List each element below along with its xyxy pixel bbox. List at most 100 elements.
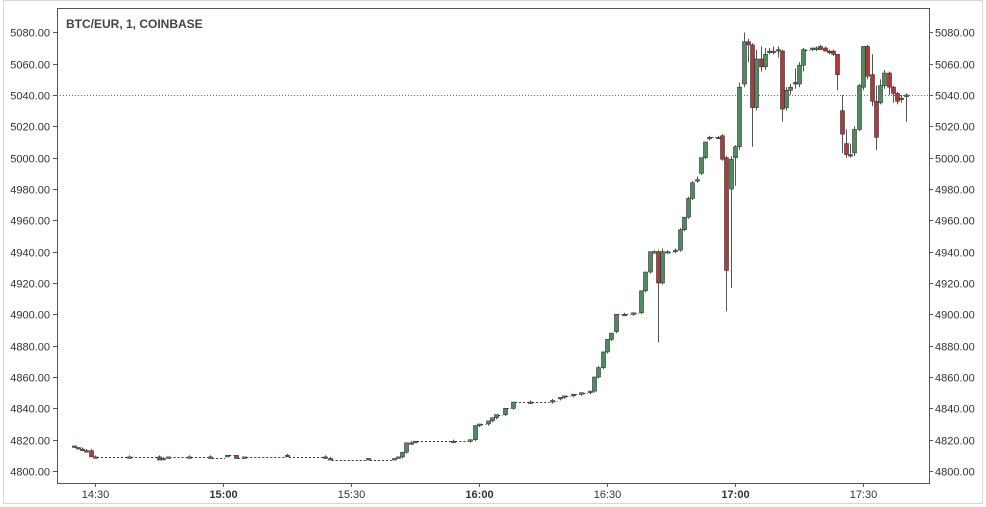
candle[interactable] — [776, 46, 781, 58]
candle[interactable] — [76, 447, 81, 450]
candle[interactable] — [861, 46, 866, 91]
candle[interactable] — [678, 228, 683, 252]
candle[interactable] — [648, 251, 653, 274]
candle[interactable] — [242, 456, 247, 459]
candle[interactable] — [468, 439, 473, 443]
candle[interactable] — [882, 69, 887, 89]
candle[interactable] — [870, 54, 875, 106]
candle[interactable] — [695, 176, 700, 183]
candle[interactable] — [366, 458, 371, 461]
candle[interactable] — [392, 458, 397, 461]
candle[interactable] — [127, 455, 132, 459]
candle[interactable] — [874, 85, 879, 150]
candle[interactable] — [72, 445, 77, 448]
candle[interactable] — [682, 216, 687, 232]
candle[interactable] — [631, 312, 636, 316]
candle[interactable] — [592, 376, 597, 393]
candle[interactable] — [673, 248, 678, 254]
candle[interactable] — [473, 425, 478, 442]
candle[interactable] — [409, 441, 414, 445]
candle[interactable] — [503, 408, 508, 417]
candle[interactable] — [614, 314, 619, 334]
candle[interactable] — [234, 455, 239, 459]
candle[interactable] — [477, 423, 482, 428]
candle[interactable] — [801, 48, 806, 72]
candle[interactable] — [823, 46, 828, 52]
candle[interactable] — [742, 32, 747, 88]
candle[interactable] — [285, 453, 290, 458]
candle[interactable] — [588, 390, 593, 395]
candle[interactable] — [643, 271, 648, 293]
candle[interactable] — [835, 53, 840, 91]
candle[interactable] — [754, 49, 759, 111]
candle[interactable] — [639, 290, 644, 315]
candle[interactable] — [80, 447, 85, 451]
candle[interactable] — [878, 79, 883, 105]
candle[interactable] — [763, 48, 768, 70]
candle[interactable] — [818, 44, 823, 50]
candle[interactable] — [771, 46, 776, 55]
candle[interactable] — [550, 398, 555, 404]
candle[interactable] — [562, 395, 567, 399]
candle[interactable] — [579, 392, 584, 396]
candle[interactable] — [400, 451, 405, 459]
candle[interactable] — [865, 44, 870, 80]
candle[interactable] — [660, 248, 665, 285]
candle[interactable] — [208, 455, 213, 459]
candle[interactable] — [780, 49, 785, 122]
candle[interactable] — [891, 85, 896, 103]
candle[interactable] — [707, 135, 712, 141]
candle[interactable] — [84, 449, 89, 453]
candle[interactable] — [840, 95, 845, 153]
candle[interactable] — [494, 414, 499, 420]
candle[interactable] — [558, 397, 563, 401]
candle[interactable] — [699, 157, 704, 175]
candle[interactable] — [844, 129, 849, 158]
candle[interactable] — [490, 417, 495, 423]
candle[interactable] — [887, 71, 892, 96]
candle[interactable] — [690, 181, 695, 200]
candle[interactable] — [609, 332, 614, 341]
candle[interactable] — [225, 455, 230, 458]
candle[interactable] — [511, 401, 516, 410]
candle[interactable] — [571, 393, 576, 398]
candle[interactable] — [396, 456, 401, 459]
candle[interactable] — [848, 143, 853, 158]
candle[interactable] — [788, 84, 793, 96]
candle[interactable] — [89, 449, 94, 458]
candle[interactable] — [720, 134, 725, 161]
candle[interactable] — [899, 95, 904, 103]
candle[interactable] — [831, 49, 836, 56]
candle[interactable] — [703, 141, 708, 160]
candle[interactable] — [724, 156, 729, 312]
candle[interactable] — [733, 145, 738, 186]
candle[interactable] — [328, 456, 333, 461]
candle[interactable] — [622, 312, 627, 317]
candle[interactable] — [729, 156, 734, 288]
candle[interactable] — [187, 455, 192, 459]
candle[interactable] — [323, 455, 328, 459]
candle[interactable] — [737, 82, 742, 150]
candle[interactable] — [605, 339, 610, 354]
candle[interactable] — [404, 442, 409, 454]
candle[interactable] — [686, 196, 691, 219]
candles-group[interactable] — [72, 32, 909, 461]
candle[interactable] — [451, 439, 456, 444]
candle[interactable] — [784, 87, 789, 111]
candle[interactable] — [601, 351, 606, 370]
candle[interactable] — [852, 126, 857, 157]
candle[interactable] — [93, 455, 98, 459]
candle[interactable] — [166, 456, 171, 459]
candle[interactable] — [797, 62, 802, 88]
candle[interactable] — [486, 420, 491, 426]
candle[interactable] — [596, 366, 601, 379]
candle[interactable] — [665, 250, 670, 254]
candle[interactable] — [746, 38, 751, 63]
candle[interactable] — [904, 93, 909, 122]
candle[interactable] — [528, 400, 533, 404]
candle[interactable] — [857, 84, 862, 132]
candle[interactable] — [161, 456, 166, 461]
candle[interactable] — [895, 91, 900, 105]
candle[interactable] — [413, 440, 418, 444]
